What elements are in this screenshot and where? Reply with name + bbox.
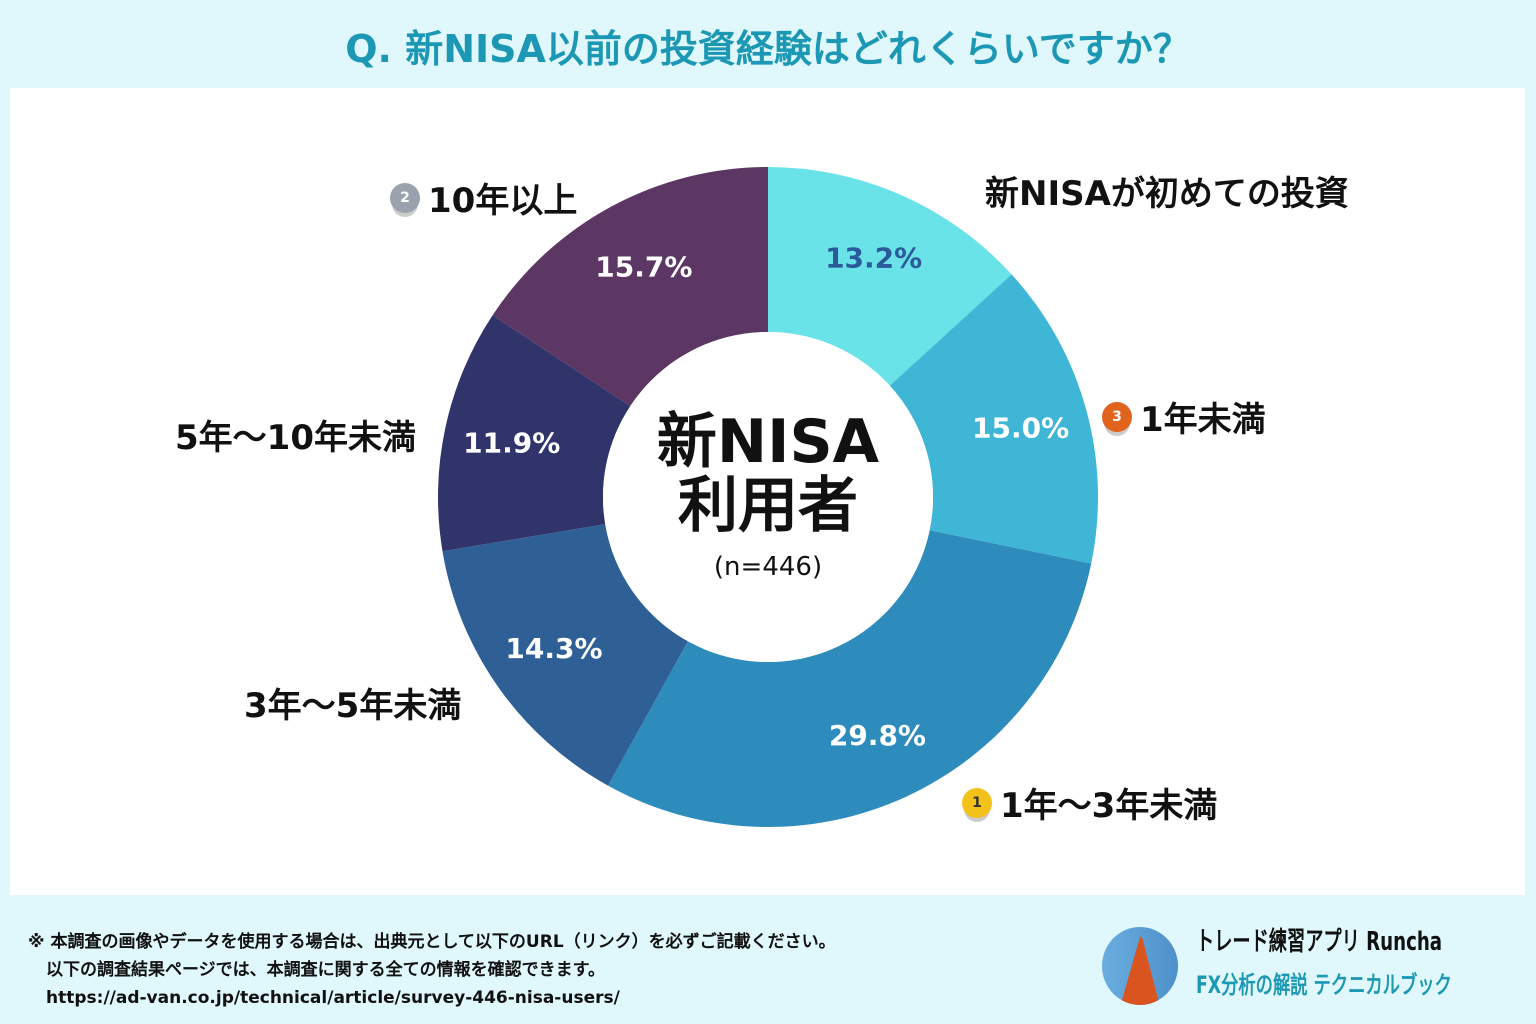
category-text: 5年〜10年未満 [175, 418, 416, 458]
bronze-medal-icon: 3 [1102, 401, 1132, 432]
category-text: 10年以上 [428, 181, 578, 221]
data-label-2: 29.8% [829, 719, 926, 752]
slice-3 [442, 524, 688, 786]
category-label-10y-plus: 2 10年以上 [390, 173, 577, 222]
center-label: 新NISA 利用者 [618, 410, 918, 538]
footer-line1: ※ 本調査の画像やデータを使用する場合は、出典元として以下のURL（リンク）を必… [28, 932, 836, 952]
category-text: 新NISAが初めての投資 [985, 174, 1349, 214]
category-text: 1年未満 [1140, 400, 1266, 440]
data-label-4: 11.9% [463, 427, 560, 460]
category-text: 1年〜3年未満 [1000, 786, 1218, 826]
silver-medal-icon: 2 [390, 182, 420, 213]
footer-url[interactable]: https://ad-van.co.jp/technical/article/s… [46, 988, 620, 1008]
category-label-first-time: 新NISAが初めての投資 [985, 166, 1349, 215]
category-label-3-5y: 3年〜5年未満 [244, 678, 461, 727]
slice-5 [492, 167, 768, 407]
data-label-3: 14.3% [505, 632, 602, 665]
sample-size: (n=446) [713, 552, 823, 582]
question-title: Q. 新NISA以前の投資経験はどれくらいですか？ [345, 27, 1191, 71]
center-label-line2: 利用者 [678, 471, 858, 541]
category-label-1-3y: 1 1年〜3年未満 [962, 778, 1217, 827]
data-label-0: 13.2% [825, 241, 922, 274]
slice-0 [768, 167, 1012, 386]
slice-2 [607, 530, 1092, 827]
footer-note: ※ 本調査の画像やデータを使用する場合は、出典元として以下のURL（リンク）を必… [28, 928, 836, 1012]
center-label-line1: 新NISA [656, 407, 880, 477]
category-text: 3年〜5年未満 [244, 686, 462, 726]
footer-line2: 以下の調査結果ページでは、本調査に関する全ての情報を確認できます。 [46, 960, 605, 980]
category-label-5-10y: 5年〜10年未満 [175, 410, 416, 459]
donut-hole [603, 332, 933, 662]
data-label-1: 15.0% [972, 411, 1069, 444]
gold-medal-icon: 1 [962, 787, 992, 818]
category-label-under-1y: 3 1年未満 [1102, 392, 1266, 441]
slice-1 [889, 274, 1098, 564]
data-label-5: 15.7% [595, 250, 692, 283]
brand-tagline: FX分析の解説 テクニカルブック [1196, 971, 1452, 999]
runcha-logo-icon [1102, 927, 1178, 1005]
brand-name: トレード練習アプリ Runcha [1196, 927, 1443, 957]
slice-4 [438, 315, 631, 552]
